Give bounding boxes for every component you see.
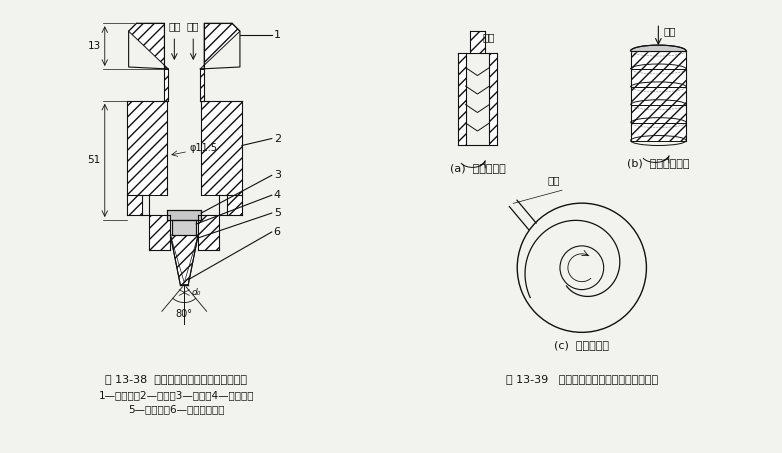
Text: 13: 13 bbox=[88, 41, 101, 51]
Polygon shape bbox=[128, 23, 168, 69]
Text: 2: 2 bbox=[274, 134, 281, 144]
Text: (b)  螺旋槽内插头: (b) 螺旋槽内插头 bbox=[627, 159, 690, 169]
Text: (a)  斜槽内插头: (a) 斜槽内插头 bbox=[450, 164, 505, 173]
Text: 6: 6 bbox=[274, 227, 281, 237]
Text: 3: 3 bbox=[274, 170, 281, 180]
Polygon shape bbox=[167, 210, 201, 220]
Text: 1—管接头；2—螺帽；3—孔板；4—旋转室；: 1—管接头；2—螺帽；3—孔板；4—旋转室； bbox=[99, 390, 254, 400]
Polygon shape bbox=[172, 220, 196, 235]
Polygon shape bbox=[127, 101, 167, 195]
Polygon shape bbox=[630, 69, 686, 87]
Text: 5—喷嘴套；6—人造宝石喷嘴: 5—喷嘴套；6—人造宝石喷嘴 bbox=[128, 404, 224, 414]
Polygon shape bbox=[200, 23, 240, 69]
Polygon shape bbox=[457, 53, 465, 145]
Text: (c)  旋涡片入口: (c) 旋涡片入口 bbox=[554, 340, 609, 350]
Polygon shape bbox=[630, 123, 686, 140]
Text: 图 13-38  工业使用的旋转型压力喷嘴结构: 图 13-38 工业使用的旋转型压力喷嘴结构 bbox=[106, 374, 247, 384]
Text: 80°: 80° bbox=[176, 309, 193, 319]
Text: 1: 1 bbox=[274, 30, 281, 40]
Polygon shape bbox=[164, 69, 168, 101]
Polygon shape bbox=[630, 51, 686, 69]
Polygon shape bbox=[170, 235, 198, 284]
Text: 5: 5 bbox=[274, 208, 281, 218]
Polygon shape bbox=[201, 101, 242, 195]
Text: 液流: 液流 bbox=[547, 175, 560, 185]
Text: 图 13-39   离心型压力喷嘴内插头结构示意图: 图 13-39 离心型压力喷嘴内插头结构示意图 bbox=[506, 374, 658, 384]
Text: φ11.5: φ11.5 bbox=[189, 144, 217, 154]
Polygon shape bbox=[490, 53, 497, 145]
Polygon shape bbox=[630, 87, 686, 105]
Text: 4: 4 bbox=[274, 190, 281, 200]
Polygon shape bbox=[469, 31, 486, 53]
Polygon shape bbox=[630, 105, 686, 123]
Text: 液流: 液流 bbox=[482, 32, 495, 42]
Text: 液体: 液体 bbox=[187, 21, 199, 31]
Text: 液体: 液体 bbox=[168, 21, 181, 31]
Text: 液流: 液流 bbox=[663, 26, 676, 36]
Polygon shape bbox=[127, 195, 142, 215]
Text: 51: 51 bbox=[88, 155, 101, 165]
Polygon shape bbox=[198, 215, 219, 250]
Polygon shape bbox=[227, 195, 242, 215]
Polygon shape bbox=[200, 69, 204, 101]
Polygon shape bbox=[149, 215, 170, 250]
Text: d₀: d₀ bbox=[192, 288, 201, 297]
